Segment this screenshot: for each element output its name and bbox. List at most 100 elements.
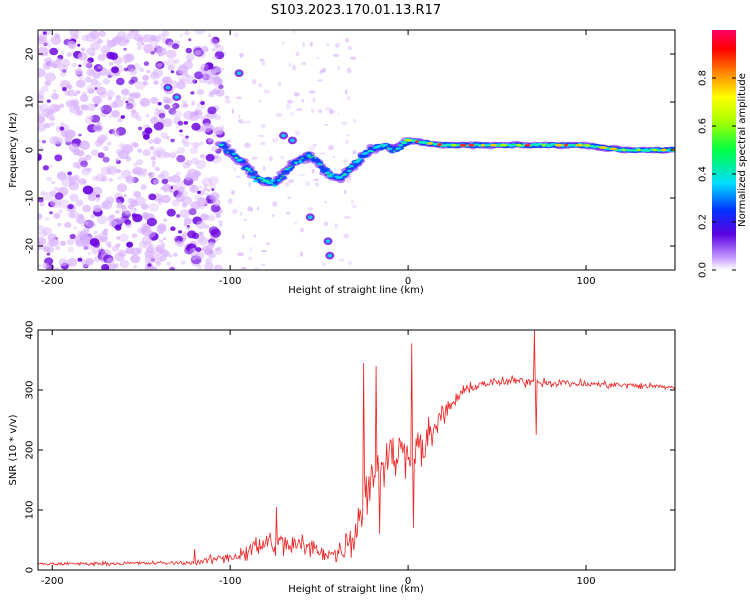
spectrogram-noise-cell — [162, 118, 173, 127]
spectrogram-noise-cell — [195, 247, 202, 252]
spectrogram-noise-cell — [141, 235, 153, 245]
spectrogram-noise-cell — [62, 87, 67, 92]
spectrogram-noise-cell — [69, 193, 79, 202]
spectrogram-noise-cell — [345, 89, 348, 95]
spectrogram-noise-cell — [234, 32, 239, 38]
spectrogram-noise-cell — [137, 227, 144, 234]
spectrogram-ridge-cell — [593, 146, 597, 148]
spectrogram-noise-cell — [67, 40, 76, 49]
spectrogram-noise-cell — [221, 125, 225, 130]
spectrogram-noise-cell — [199, 185, 203, 189]
spectrogram-noise-cell — [53, 186, 59, 191]
spectrogram-noise-cell — [97, 53, 106, 62]
spectrogram-noise-cell — [131, 213, 137, 218]
spectrogram-noise-cell — [170, 226, 176, 231]
spectrogram-noise-cell — [213, 126, 224, 135]
spectrogram-noise-cell — [38, 229, 48, 238]
spectrogram-noise-cell — [129, 97, 135, 102]
spectrogram-noise-cell — [47, 108, 55, 115]
spectrogram-noise-cell — [107, 244, 112, 248]
spectrogram-noise-cell — [42, 165, 50, 171]
spectrogram-noise-cell — [286, 99, 294, 104]
spectrogram-noise-cell — [133, 166, 143, 175]
spectrogram-noise-cell — [148, 203, 159, 212]
spectrogram-noise-cell — [213, 264, 223, 270]
spectrogram-noise-cell — [115, 209, 121, 214]
spectrogram-ridge-cell — [617, 148, 620, 150]
spectrogram-noise-cell — [189, 147, 199, 155]
spectrogram-noise-cell — [112, 130, 120, 137]
spectrogram-noise-cell — [98, 30, 106, 37]
spectrogram-ridge-cell — [348, 166, 351, 169]
spectrogram-noise-cell — [197, 236, 209, 246]
spectrogram-noise-cell — [154, 167, 160, 172]
spectrogram-noise-cell — [149, 71, 160, 80]
spectrogram-noise-cell — [50, 199, 62, 209]
spectrogram-noise-cell — [212, 78, 222, 87]
spectrogram-noise-cell — [131, 141, 137, 147]
spectrogram-noise-cell — [335, 44, 339, 48]
spectrogram-noise-cell — [49, 198, 59, 207]
spectrogram-noise-cell — [85, 257, 94, 266]
spectrogram-ridge-peak — [652, 148, 658, 152]
spectrogram-noise-cell — [155, 261, 161, 267]
spectrogram-noise-cell — [166, 261, 172, 266]
spectrogram-noise-cell — [69, 30, 80, 37]
spectrogram-noise-cell — [73, 226, 77, 230]
spectrogram-noise-cell — [176, 154, 186, 163]
spectrogram-noise-cell — [152, 255, 163, 264]
spectrogram-ridge-cell — [439, 145, 443, 147]
spectrogram-noise-cell — [252, 79, 257, 85]
spectrogram-noise-cell — [348, 260, 352, 266]
spectrogram-ridge-peak — [599, 146, 607, 149]
spectrogram-noise-cell — [107, 215, 115, 222]
spectrogram-noise-cell — [170, 174, 181, 183]
y-tick-label: 20 — [25, 48, 36, 61]
spectrogram-noise-cell — [136, 40, 144, 47]
spectrogram-noise-cell — [177, 146, 186, 154]
spectrogram-noise-cell — [115, 95, 121, 100]
spectrogram-noise-cell — [55, 245, 61, 251]
spectrogram-y-label: Frequency (Hz) — [8, 112, 19, 188]
spectrogram-noise-cell — [134, 196, 146, 206]
spectrogram-noise-cell — [310, 108, 315, 113]
spectrogram-noise-cell — [116, 196, 125, 204]
y-tick-label: 200 — [25, 440, 36, 459]
spectrogram-noise-cell — [134, 80, 146, 90]
spectrogram-noise-cell — [343, 189, 347, 195]
spectrogram-noise-cell — [121, 88, 130, 96]
spectrogram-noise-cell — [129, 30, 140, 35]
spectrogram-ridge-cell — [666, 149, 669, 151]
spectrogram-noise-cell — [87, 252, 91, 255]
spectrogram-noise-cell — [137, 148, 143, 153]
spectrogram-noise-cell — [239, 52, 244, 58]
spectrogram-noise-cell — [203, 66, 209, 72]
spectrogram-noise-cell — [326, 43, 330, 47]
x-tick-label: -100 — [219, 276, 242, 287]
spectrogram-noise-cell — [288, 179, 294, 184]
spectrogram-noise-cell — [101, 203, 109, 209]
spectrogram-noise-cell — [81, 34, 89, 42]
spectrogram-noise-cell — [205, 258, 213, 265]
spectrogram-ridge-cell — [634, 149, 637, 151]
spectrogram-ridge-cell — [510, 143, 513, 146]
spectrogram-noise-cell — [113, 217, 123, 225]
y-tick-label: 0 — [25, 147, 36, 153]
spectrogram-noise-cell — [43, 122, 51, 129]
spectrogram-noise-cell — [79, 94, 89, 102]
spectrogram-noise-cell — [42, 246, 50, 253]
spectrogram-ridge-peak — [584, 144, 591, 147]
spectrogram-noise-cell — [167, 65, 175, 71]
spectrogram-noise-cell — [80, 160, 89, 168]
spectrogram-noise-cell — [136, 167, 148, 177]
spectrogram-ridge-cell — [383, 143, 388, 147]
spectrogram-ridge-cell — [256, 177, 259, 179]
spectrogram-ridge-cell — [221, 145, 230, 150]
spectrogram-noise-cell — [93, 36, 102, 44]
spectrogram-noise-cell — [83, 227, 90, 233]
spectrogram-ridge-cell — [632, 149, 635, 151]
spectrogram-noise-cell — [232, 108, 235, 115]
spectrogram-noise-cell — [196, 197, 208, 207]
spectrogram-noise-cell — [49, 136, 60, 145]
spectrogram-noise-cell — [240, 212, 243, 216]
